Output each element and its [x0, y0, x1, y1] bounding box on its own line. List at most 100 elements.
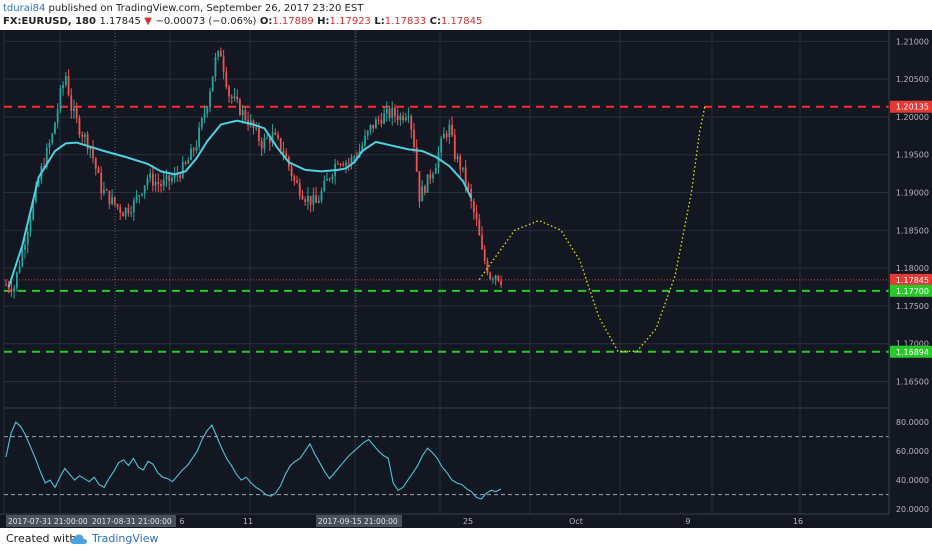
time-axis-labels: 6 11 25 Oct 9 16 2017-07-31 21:00:00 2017-08-31… — [6, 515, 803, 527]
candle-body — [70, 95, 73, 111]
candle-body — [67, 76, 70, 96]
candle-body — [375, 119, 377, 129]
price-chart-svg[interactable]: 1.21000 1.20500 1.20000 1.19500 1.19000 1.185… — [0, 30, 932, 528]
candle-body — [255, 127, 258, 129]
candle-body — [361, 145, 364, 152]
price-tick-label: 1.20000 — [896, 113, 929, 122]
candle-body — [277, 134, 279, 139]
candle-body — [470, 188, 473, 202]
symbol-label[interactable]: FX:EURUSD, 180 — [3, 16, 96, 27]
price-badge — [890, 345, 932, 358]
price-tick-label: 1.18500 — [896, 226, 929, 235]
date-badge — [90, 515, 176, 527]
time-tick-label: 16 — [793, 517, 803, 526]
price-tick-label: 1.17500 — [896, 302, 929, 311]
candle-body — [48, 142, 51, 148]
rsi-tick-label: 40.0000 — [896, 476, 929, 485]
candle-body — [326, 178, 328, 181]
close-label: C: — [429, 16, 441, 27]
candle-body — [296, 180, 298, 183]
candle-body — [43, 166, 45, 168]
candle-body — [78, 118, 81, 135]
time-tick-label: Oct — [569, 517, 583, 526]
price-badge — [890, 273, 932, 286]
candle-body — [489, 272, 492, 280]
candle-body — [230, 96, 233, 99]
candle-body — [421, 186, 424, 202]
candle-body — [192, 148, 195, 151]
candle-body — [396, 115, 399, 121]
candle-body — [62, 84, 65, 89]
candle-body — [244, 110, 247, 120]
moving-average-line — [7, 119, 472, 288]
candle-body — [127, 207, 130, 213]
candle-body — [165, 175, 168, 180]
candle-body — [45, 147, 48, 168]
candle-body — [372, 124, 375, 129]
candle-body — [86, 134, 89, 150]
candle-body — [214, 56, 217, 77]
candle-body — [122, 212, 124, 217]
candle-body — [481, 235, 483, 250]
candle-body — [239, 99, 241, 116]
candle-body — [312, 195, 315, 205]
candle-body — [92, 147, 94, 159]
date-markers — [114, 30, 357, 408]
candle-body — [5, 284, 7, 286]
candle-body — [491, 279, 494, 281]
candle-body — [103, 189, 105, 194]
low-label: L: — [374, 16, 385, 27]
candle-body — [105, 189, 108, 191]
close-value: 1.17845 — [440, 16, 483, 27]
candle-body — [432, 173, 434, 179]
candle-body — [315, 195, 317, 203]
candle-body — [168, 175, 171, 182]
candle-body — [51, 133, 54, 143]
chart-area[interactable]: 1.21000 1.20500 1.20000 1.19500 1.19000 1.185… — [0, 30, 932, 528]
candle-body — [54, 122, 56, 134]
candle-body — [135, 195, 138, 201]
candle-body — [209, 91, 211, 108]
candle-body — [451, 124, 453, 136]
candle-body — [369, 124, 372, 131]
candle-body — [437, 152, 440, 168]
candle-body — [116, 204, 119, 207]
candle-body — [263, 138, 266, 149]
candle-body — [160, 184, 162, 187]
candle-body — [81, 134, 84, 137]
candle-body — [141, 193, 143, 196]
candle-body — [377, 119, 380, 121]
rsi-tick-label: 20.0000 — [896, 505, 929, 514]
candle-body — [258, 127, 260, 141]
candle-body — [274, 132, 277, 135]
time-tick-label: 25 — [463, 517, 473, 526]
candle-body — [328, 178, 331, 180]
price-tick-label: 1.19000 — [896, 189, 929, 198]
rsi-axis[interactable]: 80.0000 60.0000 40.0000 20.0000 — [896, 418, 929, 514]
candle-body — [37, 180, 40, 186]
date-badge-label: 2017-08-31 21:00:00 — [92, 517, 172, 526]
candle-body — [15, 272, 18, 288]
candle-body — [497, 275, 500, 281]
candle-body — [173, 174, 176, 179]
price-tick-label: 1.18000 — [896, 264, 929, 273]
candle-body — [317, 200, 320, 203]
time-axis[interactable] — [0, 514, 932, 528]
tradingview-brand[interactable]: TradingView — [92, 532, 159, 545]
candle-body — [407, 116, 410, 118]
candle-body — [394, 107, 396, 116]
candle-body — [222, 56, 225, 72]
candle-body — [426, 174, 429, 193]
candle-body — [320, 190, 323, 201]
candle-body — [233, 96, 236, 99]
candle-body — [32, 201, 35, 220]
candle-body — [464, 167, 467, 184]
candle-body — [187, 160, 190, 164]
author-link[interactable]: tdurai84 — [3, 3, 46, 14]
candle-body — [500, 280, 502, 285]
candle-body — [453, 135, 456, 160]
date-badge-label: 2017-07-31 21:00:00 — [8, 517, 88, 526]
cloud-logo-icon[interactable] — [70, 532, 88, 546]
candle-body — [429, 174, 432, 179]
candle-body — [445, 133, 448, 138]
